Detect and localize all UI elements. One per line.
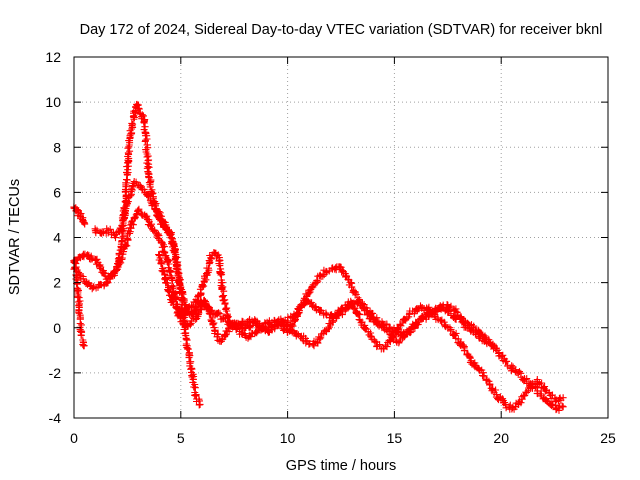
y-tick-label: 0 [53, 320, 61, 336]
y-tick-label: -4 [49, 410, 62, 426]
chart-title: Day 172 of 2024, Sidereal Day-to-day VTE… [80, 22, 603, 38]
y-tick-label: 6 [53, 184, 61, 200]
axis-ticks: 0 5 10 15 20 25 -4 -2 0 2 4 6 8 10 12 [45, 49, 616, 446]
y-tick-label: -2 [49, 365, 62, 381]
x-tick-label: 0 [70, 430, 78, 446]
y-tick-label: 8 [53, 139, 61, 155]
series-track-6 [155, 251, 497, 350]
y-tick-label: 12 [45, 49, 61, 65]
data-series [70, 100, 567, 414]
data-point [559, 403, 567, 411]
data-point [431, 306, 439, 314]
x-tick-label: 15 [387, 430, 403, 446]
x-tick-label: 25 [600, 430, 616, 446]
series-markers [155, 251, 496, 350]
x-tick-label: 10 [280, 430, 296, 446]
y-tick-label: 4 [53, 230, 61, 246]
y-tick-label: 2 [53, 275, 61, 291]
x-tick-label: 20 [493, 430, 509, 446]
x-axis-label: GPS time / hours [286, 458, 396, 474]
x-tick-label: 5 [177, 430, 185, 446]
y-axis-label: SDTVAR / TECUs [7, 179, 23, 295]
y-tick-label: 10 [45, 94, 61, 110]
